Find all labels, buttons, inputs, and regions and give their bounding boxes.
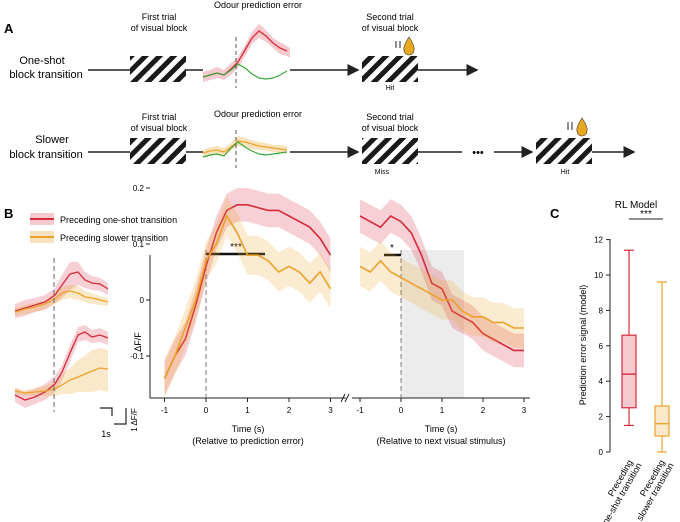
row1-second-trial-label-2: of visual block [362, 23, 419, 33]
row1-lick-icon [395, 41, 401, 48]
row2-first-trial-label-2: of visual block [131, 123, 188, 133]
row1-name-line1: One-shot [19, 55, 64, 67]
row1-second-trial-stimulus [362, 56, 418, 82]
panel-c-title: RL Model [615, 200, 657, 211]
row2-pe-title: Odour prediction error [214, 109, 302, 119]
row1-first-trial-label-2: of visual block [131, 23, 188, 33]
right-stimulus-shading [401, 250, 464, 398]
right-x-label-1: Time (s) [425, 424, 458, 434]
x-tick-label: -1 [161, 406, 169, 415]
box-y-tick-label: 2 [599, 413, 604, 422]
row2-outcome-miss: Miss [375, 169, 390, 176]
series-band-1 [360, 241, 524, 348]
right-sig-label: * [390, 243, 394, 254]
box-iqr [621, 334, 637, 409]
axis-break-icon [340, 393, 350, 403]
row1-first-trial-label-1: First trial [142, 12, 177, 22]
row2-outcome-hit: Hit [561, 169, 570, 176]
x-tick-label: 3 [522, 406, 527, 415]
panel-c-sig-label: *** [640, 209, 652, 220]
left-x-label-2: (Relative to prediction error) [192, 436, 304, 446]
row1-first-trial-stimulus [130, 56, 186, 82]
row2-final-trial-stimulus [536, 138, 592, 164]
box-iqr [654, 405, 670, 437]
y-tick-label: 0 [140, 296, 145, 305]
row2-first-trial-label-1: First trial [142, 112, 177, 122]
box-marks [621, 249, 670, 453]
x-tick-label: 2 [287, 406, 292, 415]
legend: Preceding one-shot transition Preceding … [30, 213, 177, 243]
box-y-tick-label: 10 [594, 271, 603, 280]
panel-b-label: B [4, 206, 13, 221]
box-y-tick-label: 6 [599, 342, 604, 351]
left-x-ticks: -1 0 1 2 3 [161, 398, 333, 415]
right-series-group [359, 199, 524, 368]
left-x-label-1: Time (s) [232, 424, 265, 434]
x-tick-label: -1 [356, 406, 364, 415]
row2-second-trial-label-2: of visual block [362, 123, 419, 133]
panel-a-label: A [4, 21, 14, 36]
x-tick-label: 2 [481, 406, 486, 415]
x-tick-label: 1 [245, 406, 250, 415]
scale-bar-time-label: 1s [101, 429, 111, 439]
y-axis-title: ΔF/F [133, 332, 143, 352]
left-series-group [163, 188, 332, 398]
legend-label-slower: Preceding slower transition [60, 233, 168, 243]
series-band-1 [164, 196, 331, 398]
box-y-tick-label: 8 [599, 306, 604, 315]
left-y-ticks: 0.2 0.1 0 -0.1 [130, 184, 150, 361]
series-line-0 [163, 204, 332, 379]
row2-first-trial-stimulus [130, 138, 186, 164]
row2-name-line2: block transition [9, 149, 82, 161]
box-plot: 0 2 4 6 8 10 12 Prediction error signal (model… [578, 236, 670, 457]
scale-bar [100, 407, 127, 425]
box-y-tick-label: 12 [594, 236, 603, 245]
row2-second-trial-stimulus [362, 138, 418, 164]
panel-c-label: C [550, 206, 560, 221]
series-band-0 [360, 199, 524, 368]
box-y-label: Prediction error signal (model) [578, 285, 588, 406]
y-tick-label: 0.1 [133, 240, 145, 249]
right-x-label-2: (Relative to next visual stimulus) [376, 436, 505, 446]
row1-pe-inset [202, 24, 290, 88]
row2-lick-icon [567, 122, 573, 130]
row2-water-drop-icon [576, 117, 588, 137]
example-trace-1 [14, 262, 109, 318]
row2-ellipsis: ••• [472, 147, 484, 159]
box-y-tick-label: 0 [599, 448, 604, 457]
series-line-1 [163, 214, 332, 379]
x-tick-label: 0 [399, 406, 404, 415]
y-tick-label: 0.2 [133, 184, 145, 193]
box-y-tick-label: 4 [599, 377, 604, 386]
right-x-ticks: -1 0 1 2 3 [356, 398, 527, 415]
x-tick-label: 3 [328, 406, 333, 415]
left-sig-label: *** [230, 242, 242, 253]
left-plot: ΔF/F 0.2 0.1 0 -0.1 -1 0 1 2 3 *** Time (s) (Re… [130, 184, 346, 446]
row2-name-line1: Slower [35, 134, 69, 146]
right-plot: -1 0 1 2 3 * Time (s) (Relative to next visu… [352, 199, 530, 446]
y-tick-label: -0.1 [130, 352, 144, 361]
row1-pe-title: Odour prediction error [214, 0, 302, 10]
row1-outcome: Hit [386, 85, 395, 92]
example-trace-2 [14, 325, 109, 408]
x-tick-label: 1 [440, 406, 445, 415]
row2-pe-inset [202, 130, 288, 168]
row1-second-trial-label-1: Second trial [366, 12, 414, 22]
series-line-0 [359, 214, 524, 352]
row1-name-line2: block transition [9, 69, 82, 81]
x-tick-label: 0 [204, 406, 209, 415]
scale-bar-amp-label: 1 ΔF/F [130, 408, 139, 432]
legend-label-one-shot: Preceding one-shot transition [60, 215, 177, 225]
box-y-ticks: 0 2 4 6 8 10 12 [594, 236, 610, 457]
series-line-1 [359, 259, 524, 329]
row1-water-drop-icon [403, 36, 415, 56]
row2-second-trial-label-1: Second trial [366, 112, 414, 122]
